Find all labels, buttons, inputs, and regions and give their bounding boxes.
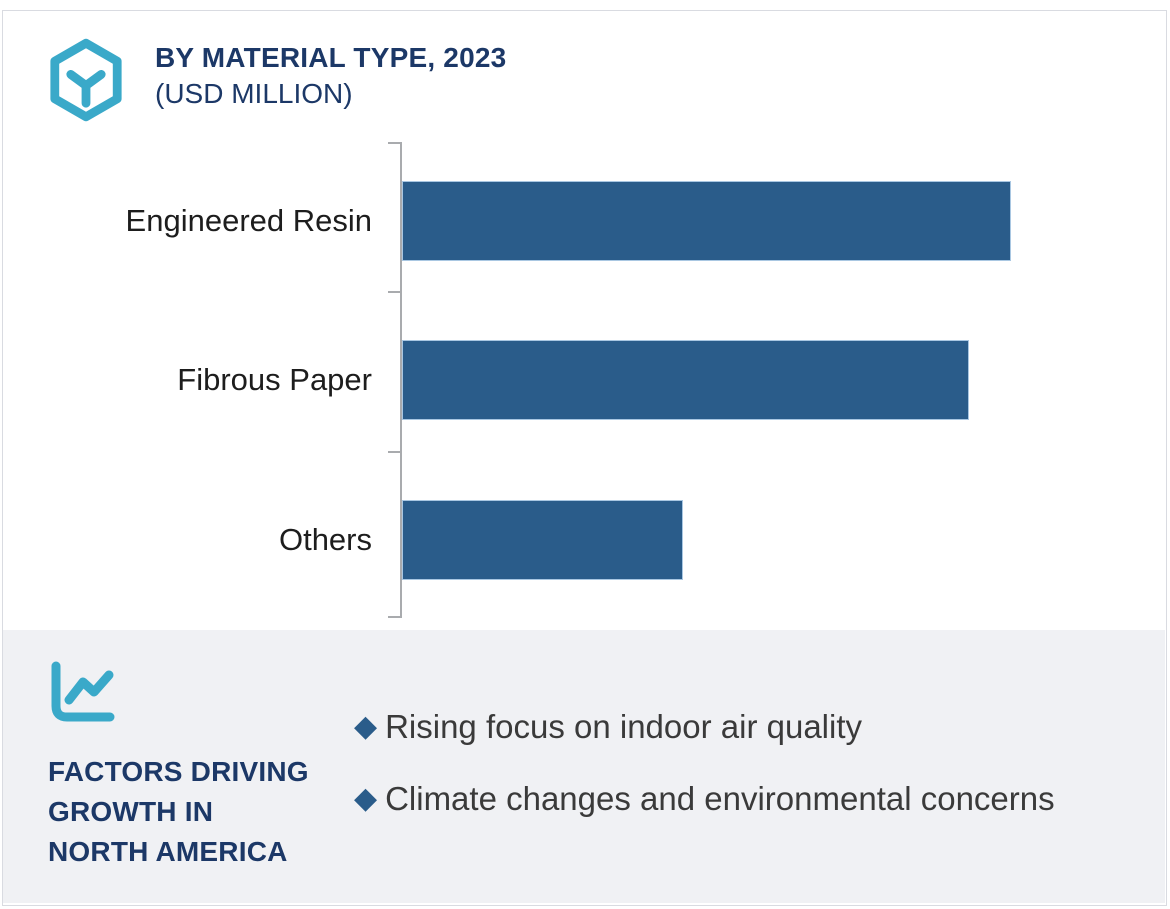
bar-engineered-resin	[402, 181, 1011, 261]
bullet-text: Climate changes and environmental concer…	[385, 780, 1055, 817]
axis-tick	[388, 616, 402, 618]
bullet-item: ◆ Rising focus on indoor air quality	[354, 704, 862, 750]
chart-subtitle: (USD MILLION)	[155, 78, 353, 109]
bullet-item: ◆ Climate changes and environmental conc…	[354, 776, 1055, 822]
factors-panel	[3, 630, 1165, 903]
bar-fibrous-paper	[402, 340, 969, 420]
chart-header: BY MATERIAL TYPE, 2023 (USD MILLION)	[155, 40, 506, 112]
axis-tick	[388, 451, 402, 453]
bullet-text: Rising focus on indoor air quality	[385, 708, 862, 745]
bar-label: Others	[278, 522, 372, 557]
factors-heading: FACTORS DRIVING GROWTH IN NORTH AMERICA	[48, 752, 348, 872]
axis-tick	[388, 291, 402, 293]
bar-label: Fibrous Paper	[177, 362, 372, 397]
factors-heading-line: GROWTH IN	[48, 796, 214, 827]
factors-heading-line: FACTORS DRIVING	[48, 756, 309, 787]
factors-heading-line: NORTH AMERICA	[48, 836, 288, 867]
diamond-bullet-icon: ◆	[354, 782, 378, 815]
diamond-bullet-icon: ◆	[354, 710, 378, 743]
hexagon-y-logo-icon	[46, 37, 126, 123]
axis-tick	[388, 142, 402, 144]
line-chart-icon	[46, 656, 122, 730]
chart-title: BY MATERIAL TYPE, 2023	[155, 42, 507, 73]
bar-others	[402, 500, 683, 580]
bar-label: Engineered Resin	[125, 203, 372, 238]
y-axis-line	[400, 142, 402, 618]
